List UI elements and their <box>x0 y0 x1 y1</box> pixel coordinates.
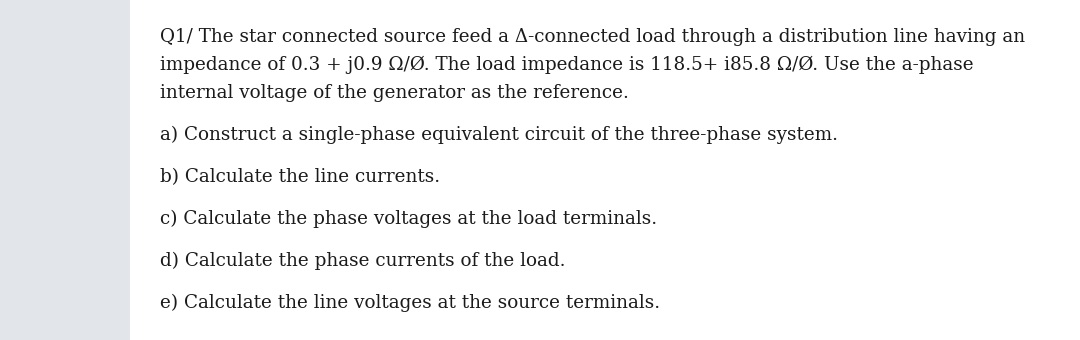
Text: b) Calculate the line currents.: b) Calculate the line currents. <box>160 168 441 186</box>
Text: internal voltage of the generator as the reference.: internal voltage of the generator as the… <box>160 84 629 102</box>
Text: e) Calculate the line voltages at the source terminals.: e) Calculate the line voltages at the so… <box>160 294 660 312</box>
Text: a) Construct a single-phase equivalent circuit of the three-phase system.: a) Construct a single-phase equivalent c… <box>160 126 838 144</box>
Text: Q1/ The star connected source feed a Δ-connected load through a distribution lin: Q1/ The star connected source feed a Δ-c… <box>160 28 1025 46</box>
Text: c) Calculate the phase voltages at the load terminals.: c) Calculate the phase voltages at the l… <box>160 210 657 228</box>
Text: d) Calculate the phase currents of the load.: d) Calculate the phase currents of the l… <box>160 252 566 270</box>
Bar <box>130 0 1080 340</box>
Text: impedance of 0.3 + j0.9 Ω/Ø. The load impedance is 118.5+ i85.8 Ω/Ø. Use the a-p: impedance of 0.3 + j0.9 Ω/Ø. The load im… <box>160 56 974 74</box>
